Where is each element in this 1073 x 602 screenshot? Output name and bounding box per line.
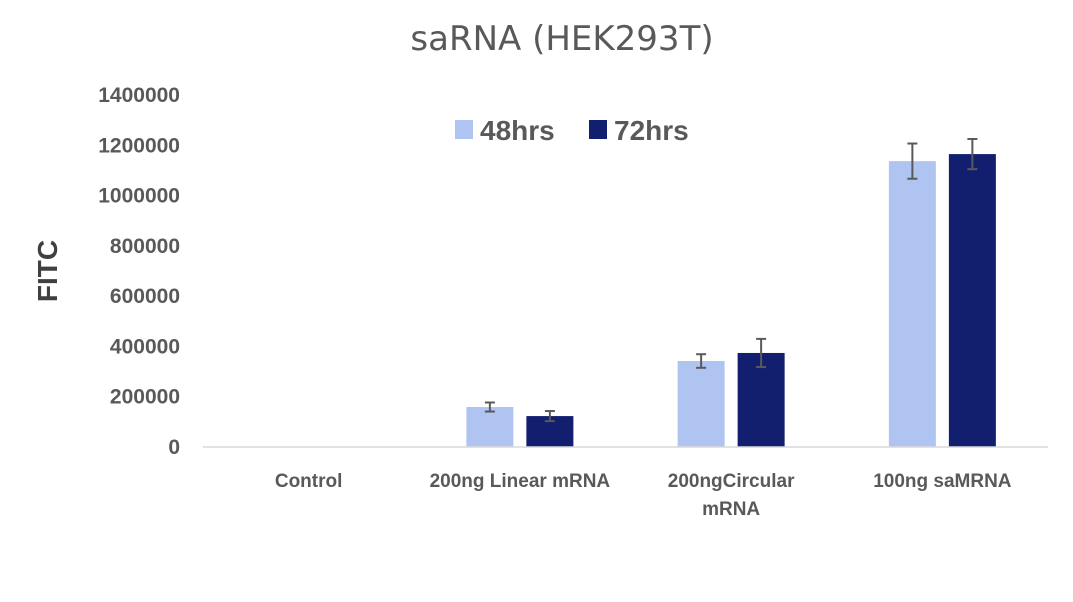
chart-title: saRNA (HEK293T) bbox=[410, 19, 713, 59]
y-axis-label: FITC bbox=[32, 240, 63, 302]
y-tick-label: 600000 bbox=[110, 285, 180, 308]
x-tick-label: mRNA bbox=[702, 499, 760, 520]
y-tick-label: 1200000 bbox=[98, 134, 180, 157]
x-tick-label: 100ng saMRNA bbox=[873, 471, 1012, 492]
y-tick-label: 1000000 bbox=[98, 185, 180, 208]
legend-label: 48hrs bbox=[480, 115, 555, 146]
bar-72hrs bbox=[737, 352, 785, 447]
x-tick-label: 200ngCircular bbox=[668, 471, 795, 492]
legend-swatch bbox=[455, 120, 473, 139]
bar-48hrs bbox=[888, 161, 936, 447]
y-tick-label: 0 bbox=[168, 436, 180, 459]
legend-swatch bbox=[589, 120, 607, 139]
bar-48hrs bbox=[677, 361, 725, 447]
y-tick-label: 800000 bbox=[110, 235, 180, 258]
x-tick-label: 200ng Linear mRNA bbox=[430, 471, 611, 492]
y-tick-label: 1400000 bbox=[98, 84, 180, 107]
y-tick-label: 400000 bbox=[110, 335, 180, 358]
bar-72hrs bbox=[948, 154, 996, 448]
x-tick-label: Control bbox=[275, 471, 343, 492]
y-tick-label: 200000 bbox=[110, 386, 180, 409]
bar-48hrs bbox=[466, 407, 514, 447]
legend-label: 72hrs bbox=[614, 115, 689, 146]
